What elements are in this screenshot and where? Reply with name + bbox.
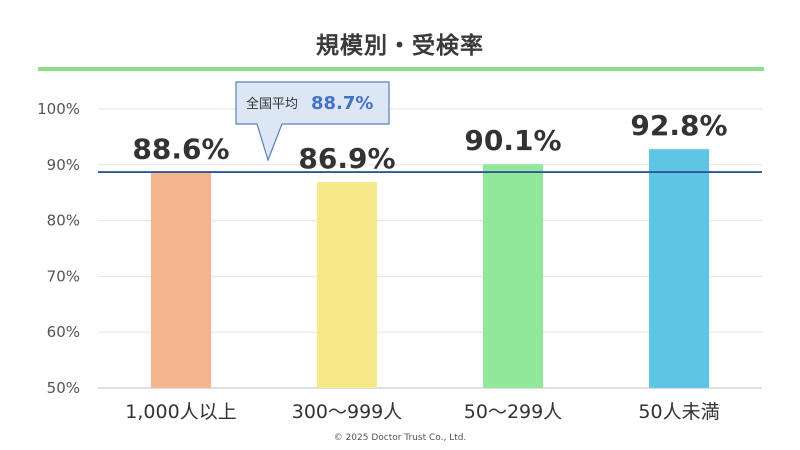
- bar-value-label: 92.8%: [630, 109, 727, 142]
- national-average-callout: 全国平均 88.7%: [235, 81, 390, 162]
- y-tick-label: 50%: [47, 379, 80, 397]
- bar: [649, 149, 709, 388]
- category-labels: 1,000人以上 300～999人 50～299人 50人未満: [125, 401, 719, 423]
- national-average-label: 全国平均: [246, 96, 298, 112]
- y-tick-label: 100%: [37, 100, 80, 118]
- category-label: 50人未満: [638, 401, 719, 423]
- copyright-notice: © 2025 Doctor Trust Co., Ltd.: [333, 433, 467, 443]
- y-tick-label: 80%: [47, 212, 80, 230]
- bar: [151, 172, 211, 388]
- category-label: 50～299人: [464, 401, 562, 423]
- y-tick-label: 90%: [47, 156, 80, 174]
- bar: [317, 182, 377, 388]
- y-axis-tick-labels: 50% 60% 70% 80% 90% 100%: [37, 100, 80, 397]
- bar-value-label: 90.1%: [464, 124, 561, 157]
- category-label: 1,000人以上: [125, 401, 236, 423]
- chart-title: 規模別・受検率: [316, 33, 484, 59]
- bar-value-label: 88.6%: [132, 133, 229, 166]
- value-labels: 88.6% 86.9% 90.1% 92.8%: [132, 109, 727, 175]
- bar: [483, 164, 543, 388]
- national-average-value: 88.7%: [311, 93, 373, 114]
- category-label: 300～999人: [292, 401, 403, 423]
- bar-value-label: 86.9%: [298, 142, 395, 175]
- y-tick-label: 70%: [47, 267, 80, 285]
- callout-bubble: [235, 81, 390, 162]
- y-tick-label: 60%: [47, 323, 80, 341]
- bars: [151, 149, 709, 388]
- title-underline: [38, 67, 764, 71]
